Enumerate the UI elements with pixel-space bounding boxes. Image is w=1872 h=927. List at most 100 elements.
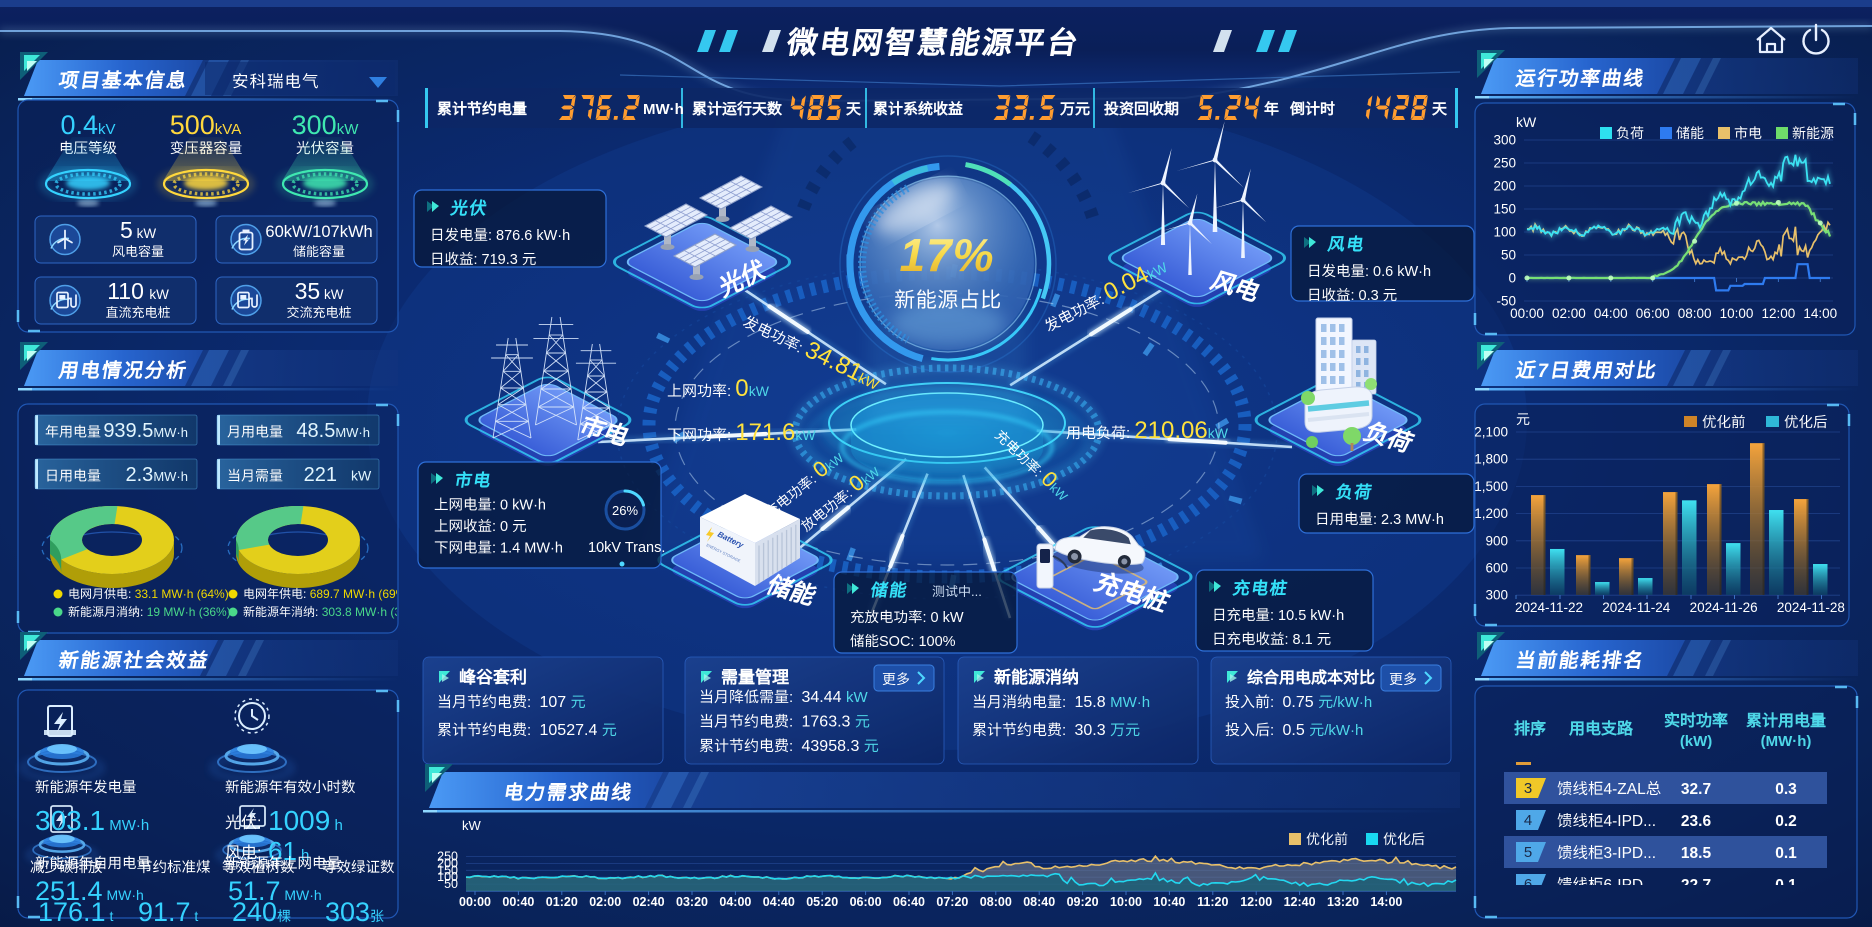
- svg-text:60kW/107kWh: 60kW/107kWh: [265, 223, 372, 241]
- svg-text:t: t: [191, 908, 199, 924]
- svg-text:12:00: 12:00: [1762, 306, 1796, 321]
- svg-text:(kW): (kW): [1680, 733, 1713, 750]
- svg-text:kW: kW: [846, 689, 869, 706]
- svg-text:t: t: [106, 908, 114, 924]
- svg-text:kW: kW: [133, 226, 157, 241]
- svg-text:: 1.4 MW·h: : 1.4 MW·h: [492, 541, 563, 557]
- svg-text:4: 4: [1524, 812, 1532, 829]
- svg-text:91.7: 91.7: [138, 897, 191, 927]
- svg-text:12:40: 12:40: [1284, 895, 1316, 909]
- svg-text:(MW·h): (MW·h): [1761, 733, 1812, 750]
- svg-text:4-IPD...: 4-IPD...: [1604, 813, 1657, 830]
- svg-text:: 0 kW·h: : 0 kW·h: [492, 498, 546, 514]
- svg-text:08:00: 08:00: [980, 895, 1012, 909]
- svg-text:10:40: 10:40: [1153, 895, 1185, 909]
- svg-text:: 0.3: : 0.3: [1351, 288, 1383, 304]
- svg-text:26%: 26%: [612, 503, 638, 518]
- svg-text:: 0.6 kW·h: : 0.6 kW·h: [1365, 264, 1431, 280]
- svg-text:0.75: 0.75: [1283, 694, 1319, 711]
- svg-text:303: 303: [325, 897, 370, 927]
- svg-text:07:20: 07:20: [936, 895, 968, 909]
- svg-text:06:00: 06:00: [1636, 306, 1670, 321]
- svg-text:11:20: 11:20: [1197, 895, 1228, 909]
- svg-text:303.1: 303.1: [35, 805, 105, 836]
- svg-text:09:20: 09:20: [1067, 895, 1099, 909]
- svg-text:MW·h: MW·h: [1110, 694, 1150, 711]
- svg-text:...: ...: [971, 584, 982, 599]
- svg-text:MW·h: MW·h: [335, 425, 370, 440]
- svg-text:107: 107: [540, 694, 571, 711]
- svg-text:kW: kW: [749, 383, 770, 399]
- svg-text:1763.3: 1763.3: [802, 714, 855, 731]
- svg-text:150: 150: [1493, 202, 1516, 217]
- svg-text:303.8 MW·h (31%): 303.8 MW·h (31%): [322, 605, 423, 619]
- svg-text:: 876.6 kW·h: : 876.6 kW·h: [488, 228, 570, 244]
- svg-text:3-IPD...: 3-IPD...: [1604, 845, 1657, 862]
- svg-text::: :: [527, 722, 540, 739]
- svg-text::: :: [527, 694, 540, 711]
- svg-text:5: 5: [1524, 844, 1532, 861]
- svg-text:15.8: 15.8: [1075, 694, 1111, 711]
- svg-text:600: 600: [1485, 561, 1508, 576]
- svg-text:2.3: 2.3: [126, 464, 154, 486]
- svg-text:1,500: 1,500: [1474, 479, 1508, 494]
- svg-text:0.1: 0.1: [1775, 877, 1797, 894]
- svg-text:: 8.1: : 8.1: [1285, 632, 1317, 648]
- svg-text:kVA: kVA: [215, 121, 241, 138]
- svg-text:MW·h: MW·h: [281, 887, 322, 903]
- svg-text:300: 300: [1493, 133, 1516, 148]
- svg-text::: :: [257, 815, 261, 832]
- svg-text::: :: [789, 738, 802, 755]
- svg-text:171.6: 171.6: [735, 419, 795, 446]
- svg-text:7: 7: [1536, 360, 1552, 382]
- svg-text:/kW·h: /kW·h: [1333, 694, 1372, 711]
- svg-text:18.5: 18.5: [1681, 845, 1712, 862]
- svg-text:04:00: 04:00: [1594, 306, 1628, 321]
- svg-text:1,200: 1,200: [1474, 506, 1508, 521]
- svg-text:0: 0: [1508, 271, 1516, 286]
- svg-text:48.5: 48.5: [296, 420, 335, 442]
- svg-text:939.5: 939.5: [103, 420, 153, 442]
- svg-text:: 2.3 MW·h: : 2.3 MW·h: [1373, 512, 1444, 528]
- svg-text::: :: [1062, 722, 1075, 739]
- svg-text:/kW·h: /kW·h: [1324, 722, 1363, 739]
- svg-text:04:40: 04:40: [763, 895, 795, 909]
- svg-text:23.6: 23.6: [1681, 813, 1712, 830]
- svg-text:0.1: 0.1: [1775, 845, 1797, 862]
- svg-text:0: 0: [735, 375, 748, 402]
- svg-text::: :: [1062, 694, 1075, 711]
- svg-text:2024-11-24: 2024-11-24: [1602, 600, 1671, 615]
- svg-text:06:40: 06:40: [893, 895, 925, 909]
- svg-text:500: 500: [170, 110, 215, 140]
- svg-text:4-ZAL: 4-ZAL: [1604, 781, 1647, 798]
- svg-text:MW·h: MW·h: [643, 101, 684, 118]
- svg-text:35: 35: [295, 278, 321, 304]
- svg-text:0.3: 0.3: [1775, 781, 1797, 798]
- svg-text:06:00: 06:00: [850, 895, 882, 909]
- svg-text::: :: [257, 845, 261, 862]
- svg-text:32.7: 32.7: [1681, 781, 1711, 798]
- svg-text:200: 200: [437, 856, 458, 870]
- svg-text::: :: [1270, 694, 1283, 711]
- svg-text:02:00: 02:00: [589, 895, 621, 909]
- svg-text:900: 900: [1485, 533, 1508, 548]
- svg-text:kW: kW: [146, 287, 170, 302]
- svg-text:14:00: 14:00: [1370, 895, 1402, 909]
- svg-text:210.06: 210.06: [1134, 417, 1207, 444]
- svg-text:200: 200: [1493, 179, 1516, 194]
- svg-text:kW: kW: [795, 427, 816, 443]
- svg-text:: 0: : 0: [492, 519, 512, 535]
- svg-text:h: h: [297, 847, 310, 864]
- svg-text:300: 300: [292, 110, 337, 140]
- svg-text:50: 50: [1501, 248, 1516, 263]
- svg-text:689.7 MW·h (69%): 689.7 MW·h (69%): [310, 587, 411, 601]
- svg-text:10:00: 10:00: [1110, 895, 1142, 909]
- svg-text::: :: [315, 605, 322, 619]
- svg-text:3: 3: [1524, 780, 1532, 797]
- svg-text:43958.3: 43958.3: [802, 738, 864, 755]
- svg-text:13:20: 13:20: [1327, 895, 1359, 909]
- svg-text:1,800: 1,800: [1474, 452, 1508, 467]
- svg-text:2024-11-22: 2024-11-22: [1515, 600, 1583, 615]
- svg-text:kW: kW: [351, 468, 372, 484]
- svg-text::: :: [727, 427, 735, 444]
